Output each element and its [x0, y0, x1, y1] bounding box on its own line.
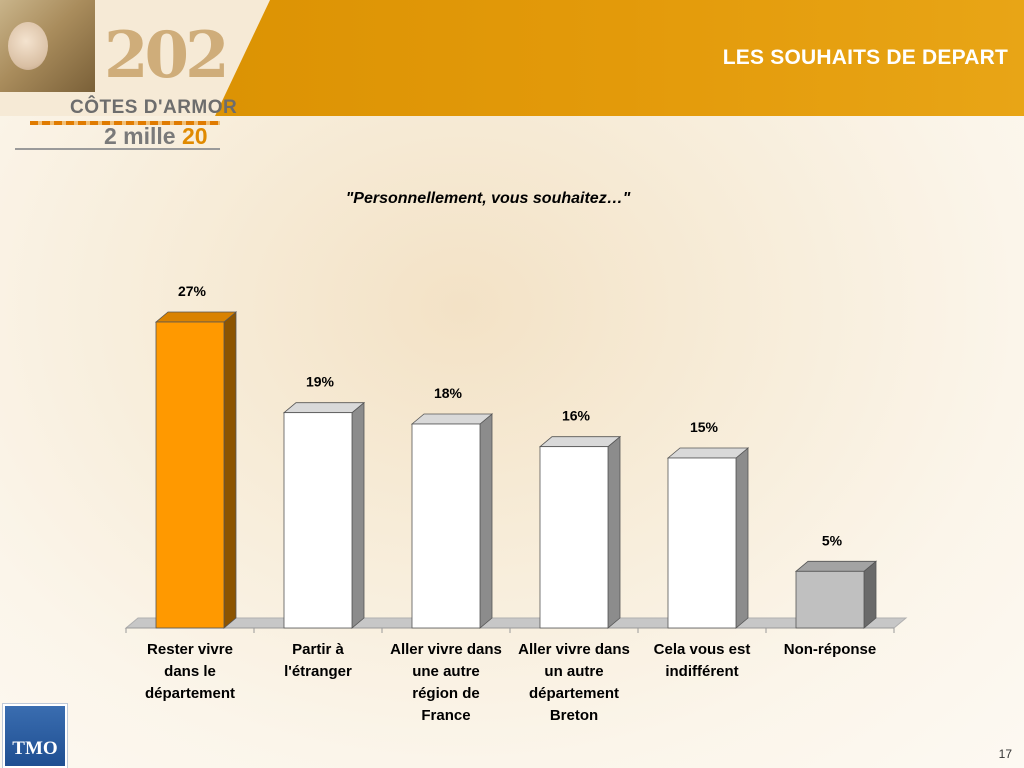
tmo-logo: TMO [3, 704, 67, 768]
slide-title: LES SOUHAITS DE DEPART [722, 46, 1008, 69]
bar-top [410, 413, 494, 425]
bar-side [607, 435, 621, 629]
logo-region: CÔTES D'ARMOR [70, 97, 238, 118]
page-number: 17 [998, 747, 1012, 761]
bar-side [863, 560, 877, 629]
category-label: Partir à l'étranger [284, 641, 352, 680]
logo-tagline: 2 mille 20 [104, 123, 208, 150]
bar-side [479, 413, 493, 629]
bar [795, 570, 865, 629]
bar [539, 446, 609, 629]
logo-tagline-prefix: 2 mille [104, 123, 182, 149]
bar-side [735, 447, 749, 629]
category-label: Aller vivre dans un autre département Br… [518, 641, 630, 724]
data-label: 16% [562, 408, 591, 424]
bar-side [351, 401, 365, 629]
bar-top [282, 402, 366, 414]
logo-year: 202 [104, 18, 230, 93]
logo-year-strip [30, 121, 220, 125]
category-label: Non-réponse [783, 641, 877, 658]
bar-top [666, 447, 750, 459]
bar [667, 457, 737, 629]
bar-side [223, 311, 237, 629]
data-label: 27% [178, 283, 207, 299]
bar [411, 423, 481, 629]
category-label: Rester vivre dans le département [144, 641, 236, 702]
logo-rule [15, 148, 220, 150]
category-label: Aller vivre dans une autre région de Fra… [390, 641, 502, 724]
logo-tagline-number: 20 [181, 123, 208, 149]
chart-floor [124, 617, 908, 629]
category-label: Cela vous est indifférent [653, 641, 751, 680]
data-label: 18% [434, 385, 463, 401]
bar-top [154, 311, 238, 323]
cotes-darmor-logo: 202 CÔTES D'ARMOR 2 mille 20 [0, 0, 270, 160]
bar [155, 321, 225, 629]
bar [283, 412, 353, 629]
chart-subtitle: "Personnellement, vous souhaitez…" [345, 190, 631, 207]
data-label: 5% [822, 532, 843, 548]
data-label: 15% [690, 419, 719, 435]
bar-top [794, 560, 878, 572]
bar-top [538, 436, 622, 448]
tmo-logo-text: TMO [12, 738, 58, 759]
child-photo [0, 0, 95, 92]
data-label: 19% [306, 374, 335, 390]
